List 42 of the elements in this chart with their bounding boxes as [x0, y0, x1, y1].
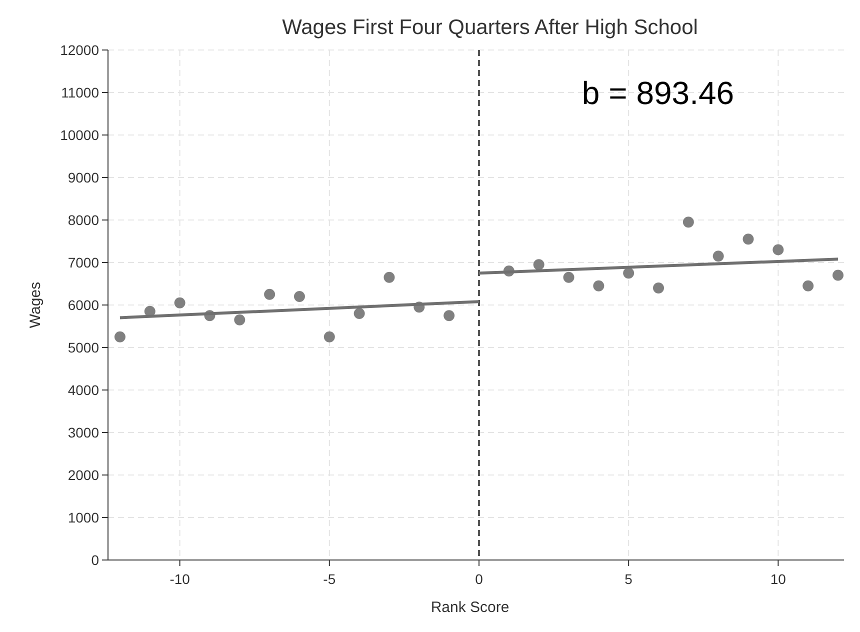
- point: [623, 268, 634, 279]
- point: [384, 272, 395, 283]
- y-tick-label: 9000: [68, 170, 100, 186]
- point: [832, 270, 844, 281]
- point: [264, 288, 276, 300]
- x-tick-label: 5: [624, 571, 633, 587]
- x-axis-title: Rank Score: [430, 599, 510, 616]
- y-tick-label: 1000: [68, 510, 100, 526]
- y-axis-title: Wages: [27, 282, 44, 328]
- y-tick-label: 2000: [68, 467, 100, 483]
- point: [324, 331, 335, 342]
- y-tick-label: 6000: [68, 297, 100, 313]
- x-tick-label: -5: [323, 571, 336, 587]
- point: [563, 272, 574, 283]
- x-tick-label: -10: [170, 571, 190, 587]
- y-tick-label: 3000: [68, 424, 100, 440]
- point: [712, 250, 724, 262]
- point: [234, 314, 246, 326]
- y-tick-label: 10000: [60, 127, 100, 143]
- y-tick-label: 5000: [68, 340, 100, 356]
- y-tick-label: 8000: [68, 212, 100, 228]
- point: [533, 259, 544, 270]
- chart-title: Wages First Four Quarters After High School: [282, 16, 698, 39]
- annotation: b = 893.46: [582, 75, 734, 111]
- point: [174, 297, 186, 308]
- point: [114, 331, 126, 342]
- point: [772, 244, 784, 256]
- y-tick-label: 4000: [68, 382, 100, 398]
- point: [354, 308, 365, 319]
- y-tick-label: 12000: [60, 42, 100, 58]
- point: [682, 216, 694, 228]
- y-tick-label: 7000: [68, 254, 100, 270]
- point: [593, 280, 604, 292]
- point: [294, 291, 305, 302]
- point: [653, 282, 664, 294]
- point: [444, 310, 455, 322]
- point: [802, 280, 814, 292]
- point: [742, 234, 754, 245]
- y-tick-label: 11000: [61, 84, 100, 100]
- y-tick-label: 0: [91, 552, 100, 568]
- x-tick-label: 10: [770, 571, 786, 587]
- x-tick-label: 0: [475, 571, 484, 587]
